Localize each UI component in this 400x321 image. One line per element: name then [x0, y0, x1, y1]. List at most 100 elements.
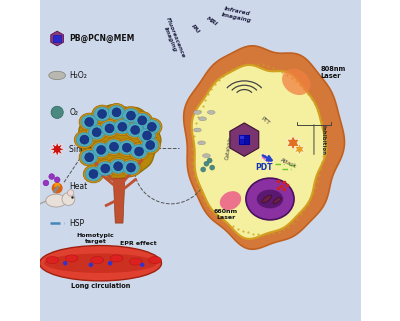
Ellipse shape	[131, 144, 147, 159]
Text: PDT: PDT	[256, 163, 273, 172]
Ellipse shape	[121, 107, 141, 125]
Ellipse shape	[125, 121, 145, 139]
Ellipse shape	[129, 258, 142, 265]
Ellipse shape	[94, 107, 110, 121]
Ellipse shape	[142, 138, 158, 152]
Ellipse shape	[97, 161, 114, 176]
Circle shape	[54, 177, 60, 183]
Ellipse shape	[199, 117, 206, 121]
Ellipse shape	[85, 167, 102, 181]
Ellipse shape	[44, 254, 157, 273]
Ellipse shape	[46, 256, 59, 264]
Polygon shape	[51, 31, 64, 46]
Bar	[244, 135, 249, 144]
Ellipse shape	[110, 255, 123, 262]
Ellipse shape	[91, 141, 111, 159]
Text: Attack: Attack	[279, 158, 297, 169]
Ellipse shape	[49, 71, 66, 80]
Polygon shape	[192, 65, 326, 239]
Circle shape	[126, 163, 136, 172]
Circle shape	[85, 153, 94, 162]
Circle shape	[105, 124, 114, 133]
Polygon shape	[50, 142, 65, 157]
Circle shape	[138, 116, 147, 125]
Ellipse shape	[81, 115, 98, 129]
Text: MRI: MRI	[205, 15, 218, 27]
Text: PAI: PAI	[190, 23, 200, 34]
Circle shape	[89, 169, 98, 178]
Ellipse shape	[46, 194, 67, 207]
Ellipse shape	[86, 124, 107, 141]
Text: Homotypic
target: Homotypic target	[77, 233, 114, 244]
Ellipse shape	[118, 141, 135, 155]
Ellipse shape	[194, 110, 201, 114]
Circle shape	[147, 122, 156, 131]
Circle shape	[89, 263, 93, 267]
Polygon shape	[54, 177, 60, 187]
Circle shape	[101, 164, 110, 173]
Ellipse shape	[262, 195, 272, 203]
Text: PTT: PTT	[260, 116, 270, 126]
Ellipse shape	[114, 120, 131, 134]
Text: 808nm
Laser: 808nm Laser	[320, 66, 346, 79]
Ellipse shape	[83, 165, 104, 183]
Circle shape	[204, 161, 209, 166]
Circle shape	[51, 106, 63, 118]
Ellipse shape	[273, 197, 281, 204]
Circle shape	[49, 174, 54, 179]
Text: Long circulation: Long circulation	[71, 283, 130, 289]
Ellipse shape	[112, 118, 132, 135]
Ellipse shape	[123, 160, 139, 175]
Text: Singlet oxygen: Singlet oxygen	[69, 145, 126, 154]
Ellipse shape	[121, 159, 141, 177]
Bar	[240, 135, 249, 144]
Polygon shape	[184, 46, 344, 249]
Circle shape	[98, 109, 106, 118]
Polygon shape	[265, 157, 272, 164]
Ellipse shape	[257, 190, 283, 208]
Polygon shape	[260, 154, 268, 162]
Ellipse shape	[144, 120, 160, 134]
Ellipse shape	[132, 112, 152, 129]
Circle shape	[140, 263, 144, 267]
Circle shape	[92, 128, 101, 137]
Ellipse shape	[104, 138, 124, 155]
Ellipse shape	[149, 256, 162, 264]
Ellipse shape	[99, 119, 120, 137]
Circle shape	[201, 167, 206, 172]
Text: H₂O₂: H₂O₂	[69, 71, 87, 80]
Ellipse shape	[95, 160, 116, 178]
Circle shape	[131, 126, 140, 134]
Text: Catalysis: Catalysis	[225, 135, 233, 160]
Polygon shape	[113, 178, 125, 223]
Text: Inhibition: Inhibition	[320, 125, 325, 155]
Circle shape	[207, 158, 212, 163]
Text: HSP: HSP	[69, 219, 84, 228]
Ellipse shape	[108, 105, 125, 119]
Ellipse shape	[282, 69, 310, 95]
Circle shape	[43, 180, 49, 186]
Circle shape	[108, 261, 112, 265]
Polygon shape	[294, 143, 304, 155]
Circle shape	[52, 183, 63, 194]
Ellipse shape	[79, 148, 99, 166]
Circle shape	[122, 143, 131, 152]
Ellipse shape	[65, 255, 78, 262]
Circle shape	[134, 147, 144, 156]
Ellipse shape	[202, 154, 210, 158]
Ellipse shape	[79, 113, 99, 131]
Ellipse shape	[246, 178, 294, 220]
Text: Fluorescence
Imaging: Fluorescence Imaging	[160, 16, 186, 61]
Text: 660nm
Laser: 660nm Laser	[214, 209, 238, 220]
Ellipse shape	[93, 143, 110, 157]
Text: EPR effect: EPR effect	[120, 241, 156, 246]
Ellipse shape	[88, 125, 105, 139]
Ellipse shape	[76, 133, 93, 147]
Circle shape	[210, 165, 215, 170]
Ellipse shape	[139, 128, 155, 143]
Circle shape	[63, 261, 68, 265]
Ellipse shape	[142, 118, 162, 135]
Polygon shape	[79, 105, 161, 180]
Ellipse shape	[92, 105, 112, 123]
Ellipse shape	[106, 140, 122, 154]
